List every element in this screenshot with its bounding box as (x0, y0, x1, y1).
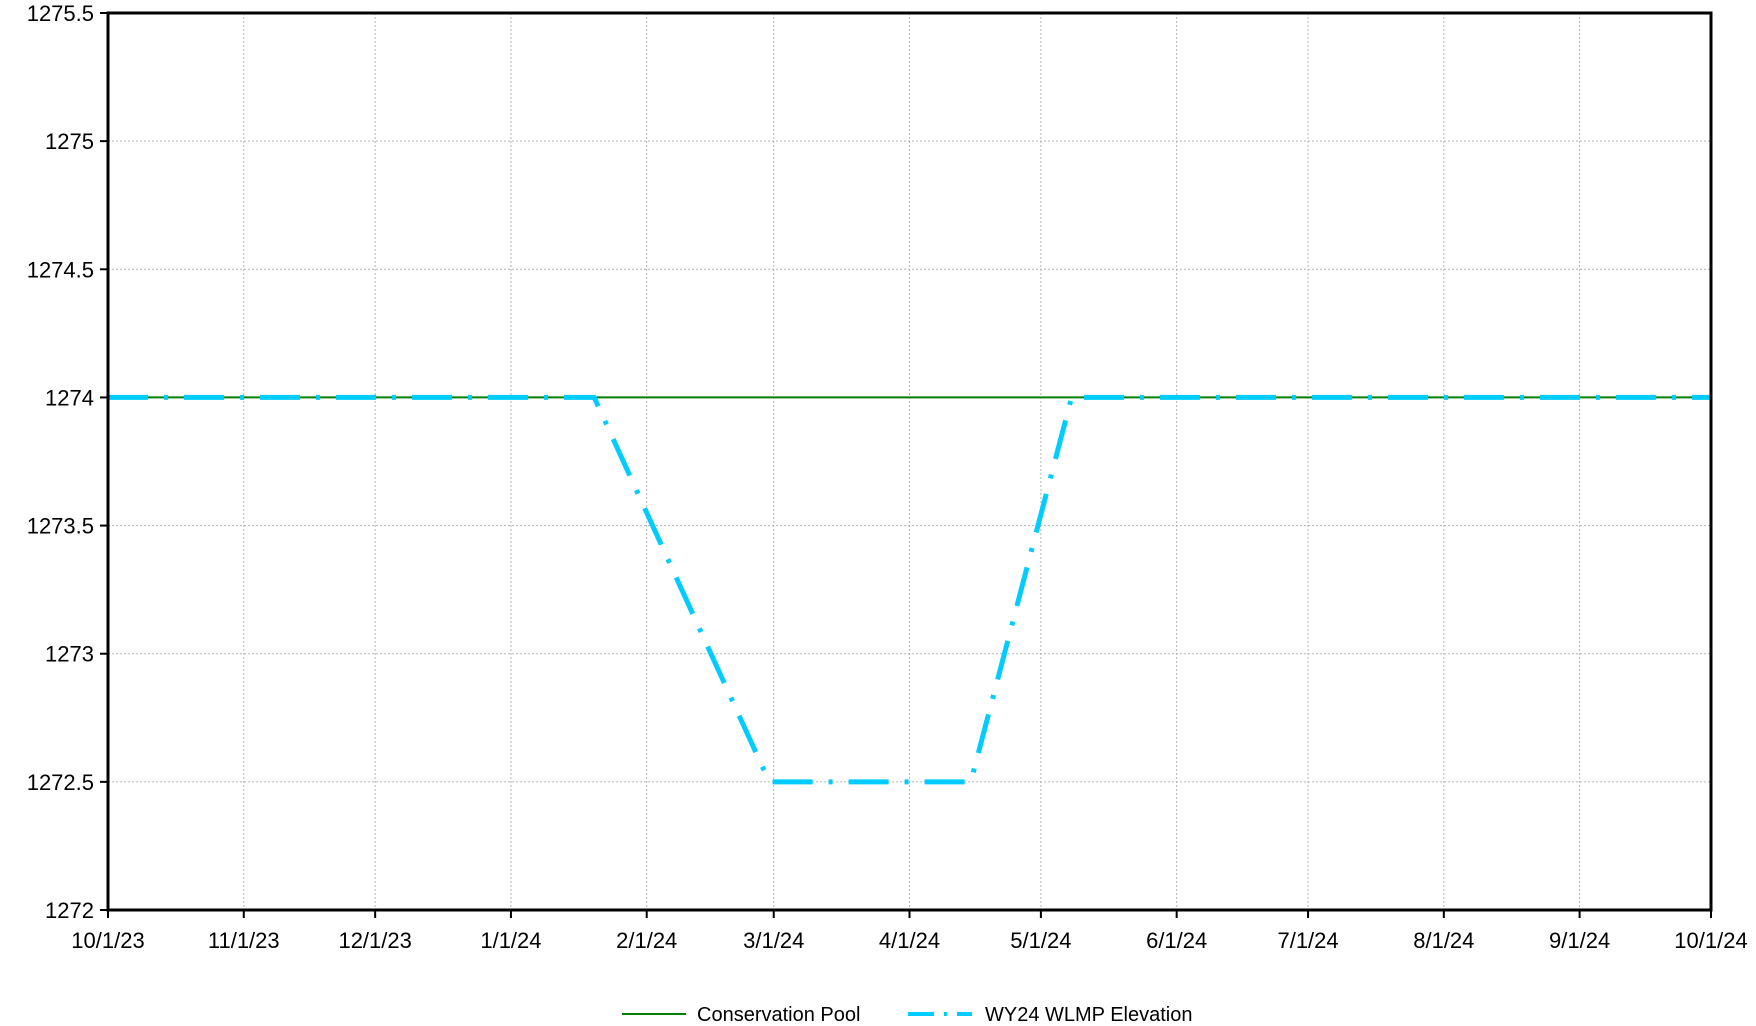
y-tick-label: 1272 (45, 898, 94, 923)
x-tick-label: 11/1/23 (208, 928, 280, 953)
x-tick-label: 8/1/24 (1413, 928, 1474, 953)
y-tick-label: 1274.5 (27, 257, 94, 282)
y-tick-label: 1274 (45, 385, 94, 410)
series-line-2 (108, 394, 1711, 785)
y-tick-label: 1273.5 (27, 514, 94, 539)
x-tick-label: 5/1/24 (1010, 928, 1071, 953)
x-tick-label: 10/1/24 (1674, 928, 1747, 953)
axis-ticks: 10/1/23 11/1/23 12/1/23 1/1/24 2/1/24 3/1/24 4… (27, 1, 1748, 953)
legend-label: WY24 WLMP Elevation (985, 1004, 1193, 1026)
x-tick-label: 4/1/24 (879, 928, 940, 953)
x-tick-label: 7/1/24 (1277, 928, 1338, 953)
x-tick-label: 10/1/23 (71, 928, 144, 953)
y-tick-label: 1272.5 (27, 770, 94, 795)
x-tick-label: 12/1/23 (338, 928, 411, 953)
y-tick-label: 1273 (45, 642, 94, 667)
y-tick-label: 1275.5 (27, 1, 94, 26)
y-tick-label: 1275 (45, 129, 94, 154)
x-tick-label: 6/1/24 (1146, 928, 1207, 953)
x-tick-label: 1/1/24 (480, 928, 541, 953)
legend: Conservation Pool WY24 WLMP Elevation (622, 1004, 1193, 1026)
legend-item-2: WY24 WLMP Elevation (908, 1004, 1193, 1026)
x-tick-label: 2/1/24 (616, 928, 677, 953)
series-lines (108, 394, 1711, 785)
x-tick-label: 3/1/24 (743, 928, 804, 953)
legend-item-1: Conservation Pool (622, 1004, 860, 1026)
x-tick-label: 9/1/24 (1549, 928, 1610, 953)
legend-label: Conservation Pool (697, 1004, 860, 1026)
